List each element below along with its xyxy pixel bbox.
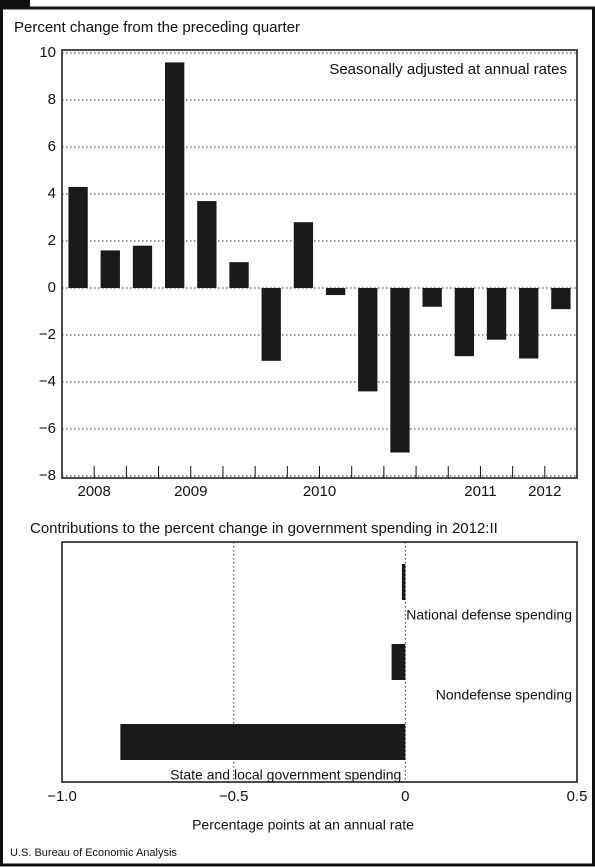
- bar: [391, 644, 406, 680]
- bar: [401, 564, 406, 600]
- y-tick-label: −4: [39, 373, 56, 390]
- bar: [197, 201, 217, 288]
- bar: [325, 288, 346, 296]
- x-tick-label: 2010: [303, 483, 336, 500]
- bar: [68, 186, 88, 288]
- x-tick-label: −0.5: [219, 788, 249, 805]
- x-axis-label: Percentage points at an annual rate: [192, 817, 414, 833]
- category-label: Nondefense spending: [436, 687, 572, 703]
- bar: [422, 288, 442, 307]
- y-tick-label: 8: [48, 91, 56, 108]
- source: U.S. Bureau of Economic Analysis: [10, 847, 177, 859]
- annotation: Seasonally adjusted at annual rates: [329, 61, 567, 78]
- bar: [165, 62, 185, 289]
- x-tick-label: 0.5: [567, 788, 588, 805]
- x-tick-label: −1.0: [47, 788, 77, 805]
- outer-border: [0, 6, 595, 867]
- bar: [261, 288, 281, 361]
- y-tick-label: −2: [39, 326, 56, 343]
- bar: [293, 222, 314, 288]
- x-tick-label: 0: [401, 788, 409, 805]
- y-tick-label: 10: [39, 44, 56, 61]
- category-label: National defense spending: [406, 607, 572, 623]
- bar: [358, 288, 378, 392]
- bar: [100, 250, 120, 288]
- y-tick-label: −6: [39, 420, 56, 437]
- x-tick-label: 2008: [78, 483, 111, 500]
- chart-title: Percent change from the preceding quarte…: [14, 19, 300, 36]
- x-tick-label: 2012: [528, 483, 561, 500]
- bar: [551, 288, 571, 310]
- bar: [486, 288, 507, 340]
- y-tick-label: −8: [39, 467, 56, 484]
- bar: [390, 288, 410, 453]
- y-tick-label: 6: [48, 138, 56, 155]
- plot-frame: [61, 541, 578, 783]
- bar: [120, 724, 406, 760]
- x-tick-label: 2011: [464, 483, 496, 500]
- y-tick-label: 2: [48, 232, 56, 249]
- header-bar: [0, 0, 30, 8]
- chart-title: Contributions to the percent change in g…: [30, 520, 498, 537]
- bar: [454, 288, 474, 357]
- bar: [519, 288, 539, 359]
- y-tick-label: 4: [48, 185, 56, 202]
- category-label: State and local government spending: [170, 767, 401, 783]
- bar: [132, 245, 153, 288]
- y-tick-label: 0: [48, 279, 56, 296]
- bar: [229, 262, 249, 288]
- x-tick-label: 2009: [174, 483, 207, 500]
